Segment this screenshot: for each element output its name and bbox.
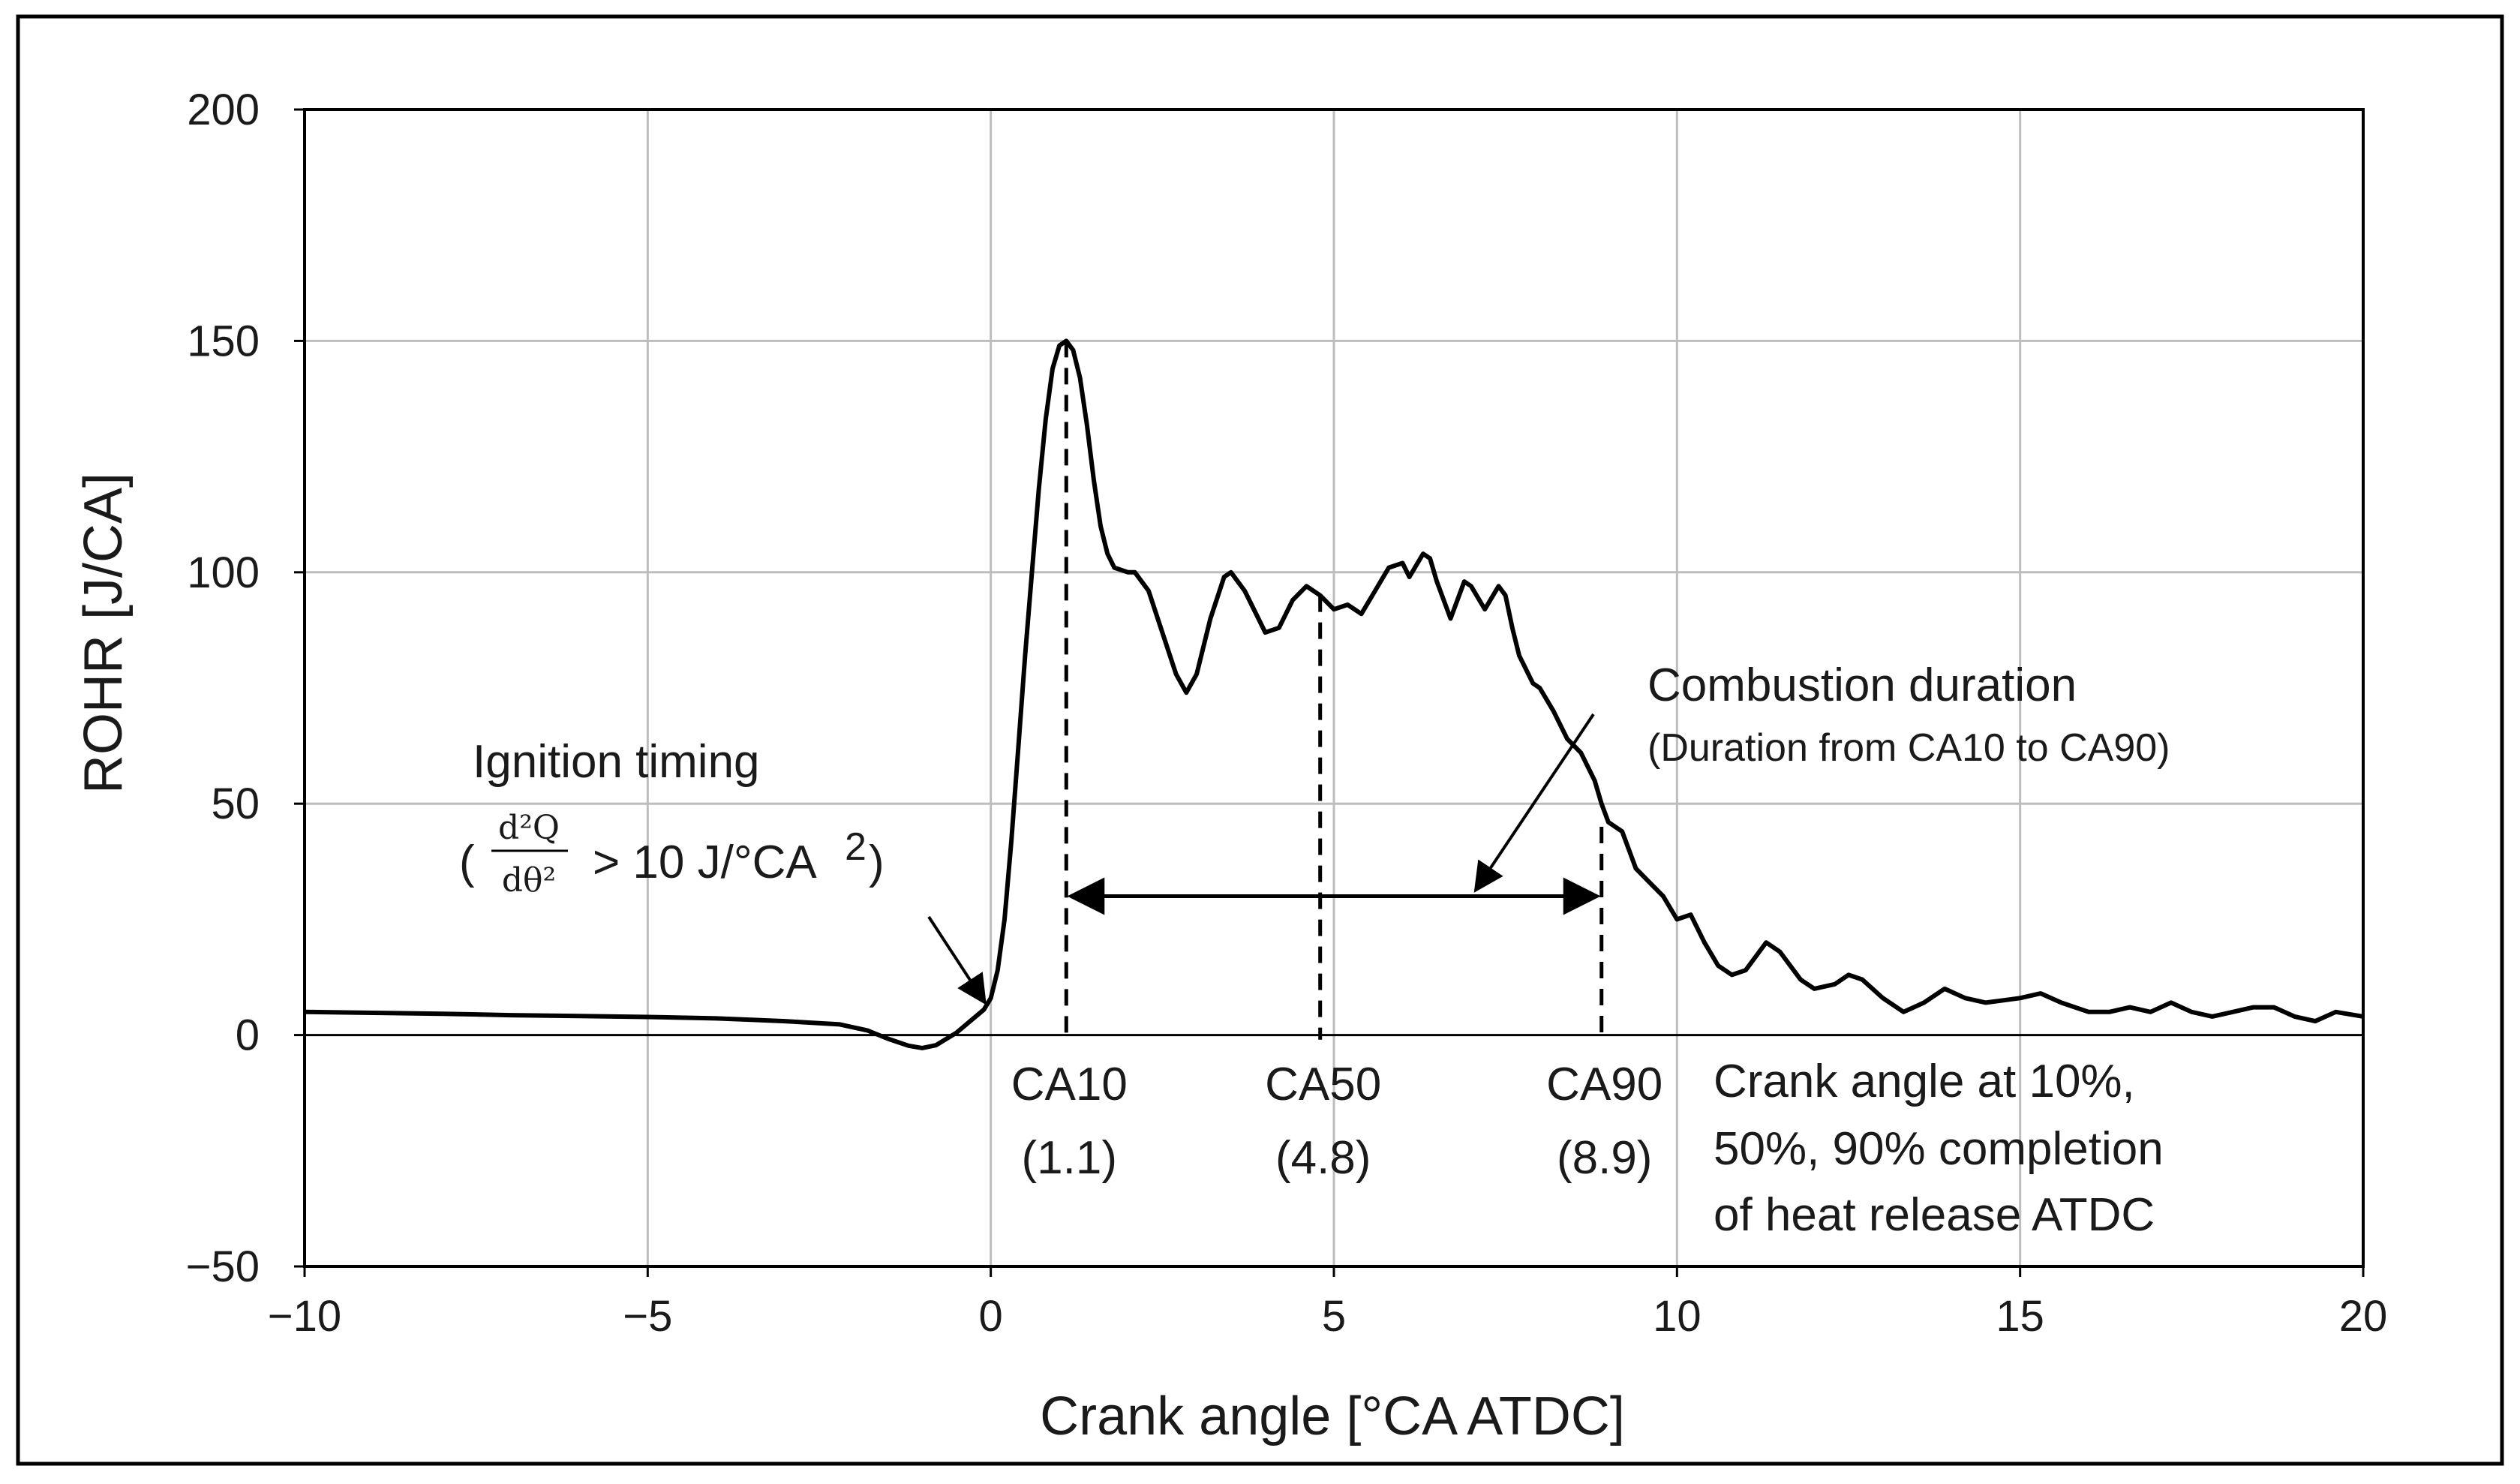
crank-note-line-3: of heat release ATDC xyxy=(1714,1189,2155,1241)
ignition-title: Ignition timing xyxy=(473,736,760,788)
axis-ticks xyxy=(294,108,2365,1277)
ignition-close-paren: ) xyxy=(869,837,885,888)
x-axis-label: Crank angle [°CA ATDC] xyxy=(1040,1386,1625,1446)
marker-value-ca50: (4.8) xyxy=(1275,1132,1371,1184)
y-tick-label: 50 xyxy=(211,780,260,828)
ignition-frac-numerator: d²Q xyxy=(498,809,560,847)
y-tick-label: 0 xyxy=(236,1011,260,1060)
x-tick-label: 0 xyxy=(979,1292,1003,1341)
rohr-series-line xyxy=(304,338,2364,1050)
marker-label-ca90: CA90 xyxy=(1546,1059,1662,1110)
x-tick-label: 5 xyxy=(1322,1292,1346,1341)
ignition-condition: > 10 J/°CA xyxy=(593,837,817,888)
outer-border xyxy=(16,14,2504,1466)
y-tick-label: 100 xyxy=(187,548,260,597)
crank-note-line-1: Crank angle at 10%, xyxy=(1714,1056,2135,1107)
grid-lines xyxy=(305,110,2363,1266)
x-tick-label: 15 xyxy=(1996,1292,2044,1341)
y-axis-label: ROHR [J/CA] xyxy=(74,473,134,794)
combustion-subtitle: (Duration from CA10 to CA90) xyxy=(1647,726,2170,770)
marker-label-ca50: CA50 xyxy=(1265,1059,1381,1110)
ignition-frac-denominator: dθ² xyxy=(502,861,556,900)
combustion-pointer-arrow xyxy=(1473,713,1595,893)
x-tick-label: 10 xyxy=(1653,1292,1702,1341)
ignition-open-paren: ( xyxy=(459,837,475,888)
marker-dashed-lines xyxy=(1064,341,1604,1040)
marker-value-ca90: (8.9) xyxy=(1557,1132,1652,1184)
x-tick-label: −5 xyxy=(623,1292,672,1341)
ignition-arrow xyxy=(927,915,987,1005)
marker-value-ca10: (1.1) xyxy=(1022,1132,1117,1184)
ignition-condition-superscript: 2 xyxy=(845,825,867,869)
crank-note-line-2: 50%, 90% completion xyxy=(1714,1123,2164,1175)
x-tick-label: −10 xyxy=(268,1292,341,1341)
marker-label-ca10: CA10 xyxy=(1011,1059,1128,1110)
y-tick-label: 150 xyxy=(187,317,260,365)
marker-labels: CA10 (1.1) CA50 (4.8) CA90 (8.9) xyxy=(1011,1059,1663,1184)
y-tick-label: −50 xyxy=(186,1242,260,1291)
y-tick-label: 200 xyxy=(187,86,260,134)
combustion-title: Combustion duration xyxy=(1647,659,2077,711)
x-tick-label: 20 xyxy=(2339,1292,2388,1341)
